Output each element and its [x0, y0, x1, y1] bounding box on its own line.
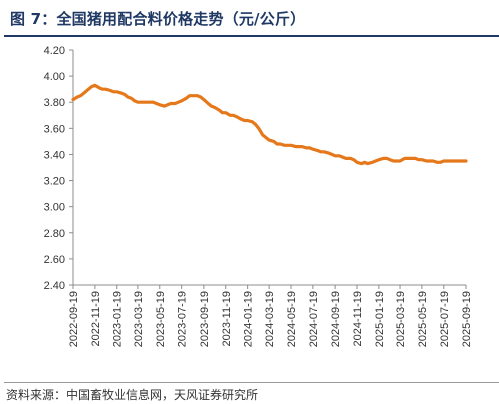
x-tick-label: 2025-07-19: [439, 291, 451, 347]
x-tick-label: 2023-05-19: [155, 291, 167, 347]
y-tick-label: 4.00: [44, 71, 65, 83]
y-tick-label: 2.80: [44, 228, 65, 240]
x-tick-label: 2024-11-19: [352, 291, 364, 346]
x-tick-label: 2025-01-19: [374, 291, 386, 347]
x-tick-label: 2022-11-19: [90, 291, 102, 346]
x-tick-label: 2023-11-19: [221, 291, 233, 346]
y-tick-label: 3.00: [44, 202, 65, 214]
x-tick-label: 2023-01-19: [112, 291, 124, 347]
y-axis: 2.40 2.60 2.80 3.00 3.20 3.40 3.60 3.80 4.00 4.20: [44, 45, 74, 292]
title-bar: 图 7：全国猪用配合料价格走势（元/公斤）: [4, 0, 499, 37]
x-tick-label: 2025-09-19: [461, 291, 473, 347]
chart-title: 图 7：全国猪用配合料价格走势（元/公斤）: [10, 10, 306, 28]
x-tick-label: 2025-03-19: [395, 291, 407, 347]
y-tick-label: 2.40: [44, 280, 65, 292]
y-tick-label: 2.60: [44, 254, 65, 266]
y-tick-label: 3.60: [44, 123, 65, 135]
source-note: 资料来源：中国畜牧业信息网，天风证券研究所: [6, 388, 259, 402]
x-tick-label: 2024-03-19: [264, 291, 276, 347]
plot-area: [71, 83, 468, 166]
x-tick-label: 2024-07-19: [308, 291, 320, 347]
y-tick-label: 3.20: [44, 176, 65, 188]
x-tick-label: 2025-05-19: [417, 291, 429, 347]
y-tick-label: 4.20: [44, 45, 65, 57]
y-tick-label: 3.40: [44, 149, 65, 161]
x-axis: 2022-09-19 2022-11-19 2023-01-19 2023-03-19…: [68, 284, 473, 347]
x-tick-label: 2023-07-19: [177, 291, 189, 347]
x-tick-label: 2023-03-19: [133, 291, 145, 347]
x-tick-label: 2022-09-19: [68, 291, 80, 347]
x-tick-label: 2023-09-19: [199, 291, 211, 347]
price-series-line: [71, 83, 468, 166]
x-tick-label: 2024-05-19: [286, 291, 298, 347]
x-tick-label: 2024-01-19: [243, 291, 255, 347]
price-line-chart: 2.40 2.60 2.80 3.00 3.20 3.40 3.60 3.80 4.00 4.20…: [44, 45, 473, 347]
source-rule: [4, 382, 499, 383]
x-tick-label: 2024-09-19: [330, 291, 342, 347]
title-rule: [4, 35, 499, 37]
y-tick-label: 3.80: [44, 97, 65, 109]
